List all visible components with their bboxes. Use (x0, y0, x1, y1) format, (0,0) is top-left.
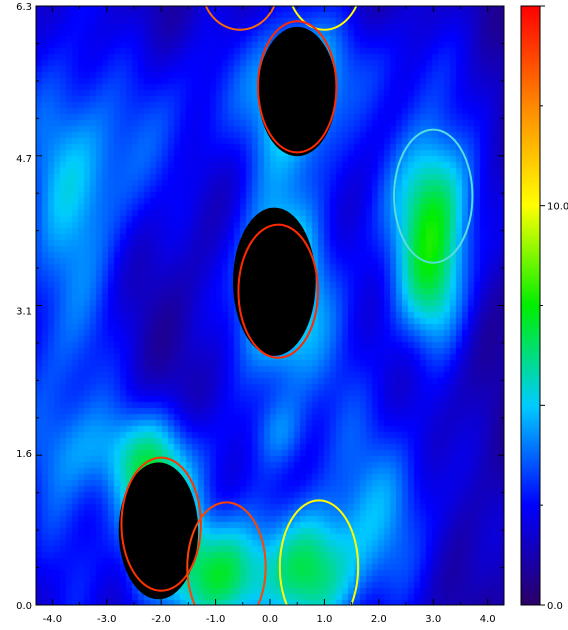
ellipse-group (120, 6, 474, 605)
ellipse-outline (291, 6, 358, 31)
y-tick-label: 3.1 (16, 306, 32, 317)
x-tick-label: -4.0 (43, 614, 63, 625)
x-axis-tick-labels: -4.0 -3.0 -2.0 -1.0 0.0 1.0 2.0 3.0 4.0 (43, 614, 496, 625)
axis-ticks (36, 5, 504, 606)
colorbar-tick-label: 10.0 (547, 202, 568, 213)
ellipse-outline (257, 20, 338, 154)
x-tick-label: -3.0 (97, 614, 117, 625)
black-mask (232, 207, 316, 356)
x-tick-label: 3.0 (425, 614, 441, 625)
ellipse-outline (237, 223, 319, 359)
ellipse-outline (393, 128, 474, 264)
x-tick-label: 1.0 (316, 614, 332, 625)
x-tick-label: 4.0 (480, 614, 496, 625)
colorbar (520, 5, 541, 606)
x-tick-label: 2.0 (371, 614, 387, 625)
ellipse-outline (186, 501, 267, 605)
y-tick-label: 4.7 (16, 154, 32, 165)
colorbar-tick-label: 0.0 (547, 601, 563, 612)
y-axis-tick-labels: 0.0 1.6 3.1 4.7 6.3 (16, 2, 32, 612)
y-tick-label: 0.0 (16, 601, 32, 612)
ellipse-outline (278, 499, 360, 605)
y-tick-label: 1.6 (16, 449, 32, 460)
colorbar-ticks (540, 5, 545, 606)
black-mask (118, 462, 199, 600)
black-mask (258, 26, 337, 157)
x-tick-label: -1.0 (206, 614, 226, 625)
ellipse-outline (120, 456, 202, 592)
ellipse-outline (204, 6, 276, 31)
colorbar-tick-labels: 0.0 10.0 (547, 202, 568, 612)
black-mask-group (118, 26, 337, 600)
x-tick-label: 0.0 (262, 614, 278, 625)
x-tick-label: -2.0 (151, 614, 171, 625)
y-tick-label: 6.3 (16, 2, 32, 13)
